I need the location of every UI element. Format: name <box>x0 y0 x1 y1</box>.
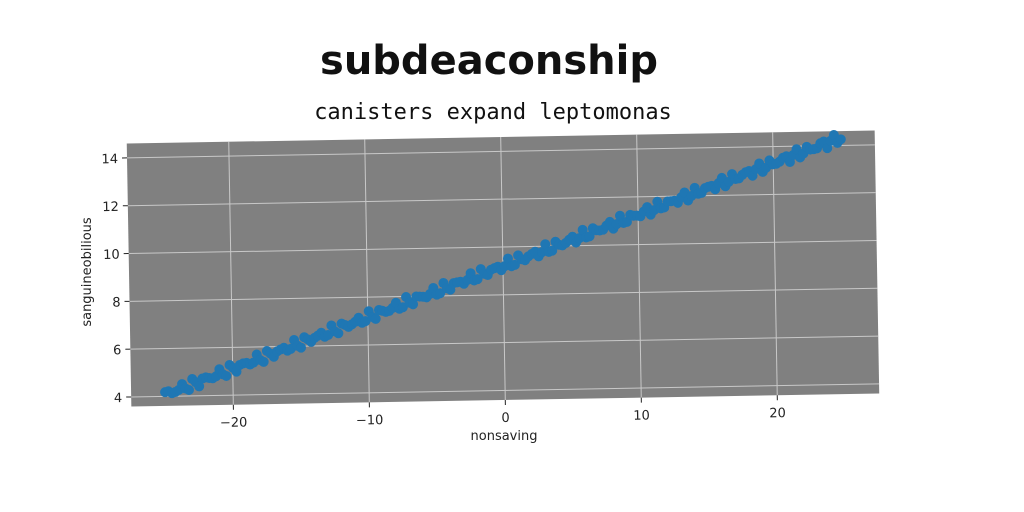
grid-line-y <box>127 192 876 207</box>
y-tick-label: 12 <box>102 200 119 215</box>
grid-line-x <box>772 132 778 396</box>
scatter-point <box>835 134 846 145</box>
scatter-point <box>296 342 307 353</box>
x-tick-label: −20 <box>220 415 248 430</box>
grid-line-y <box>130 335 879 350</box>
x-tick-label: 20 <box>769 406 786 421</box>
scatter-point <box>370 313 381 324</box>
scatter-point <box>183 384 194 395</box>
y-tick-label: 6 <box>113 343 122 358</box>
grid-line-y <box>128 239 877 255</box>
axes: −20 −10 0 10 20 4 6 8 10 12 14 <box>101 152 786 431</box>
scatter-point <box>221 370 232 381</box>
x-axis-label: nonsaving <box>471 429 538 444</box>
grid-line-y <box>131 383 880 398</box>
x-tick-label: −10 <box>356 413 384 428</box>
y-tick-label: 4 <box>114 391 123 406</box>
scatter-point <box>540 239 551 250</box>
grid <box>126 132 880 405</box>
x-tick-label: 10 <box>633 408 650 423</box>
grid-line-x <box>636 134 642 398</box>
scatter-point <box>194 381 205 392</box>
chart-title: subdeaconship <box>320 38 658 84</box>
grid-line-x <box>228 141 234 405</box>
scatter-point <box>408 299 419 310</box>
scatter-point <box>502 253 513 264</box>
chart-subtitle: canisters expand leptomonas <box>314 100 672 125</box>
scatter-point <box>509 259 520 270</box>
y-tick-label: 8 <box>112 295 121 310</box>
scatter-point <box>584 231 595 242</box>
y-tick-label: 10 <box>103 248 120 263</box>
scatter-point <box>577 224 588 235</box>
scatter-point <box>258 356 269 367</box>
scatter-point <box>547 245 558 256</box>
scatter-point <box>333 328 344 339</box>
grid-line-y <box>126 144 875 159</box>
x-tick-label: 0 <box>501 411 510 426</box>
grid-line-y <box>129 287 878 302</box>
scatter-series <box>160 130 846 399</box>
grid-line-x <box>364 139 370 403</box>
scatter-point <box>472 274 483 285</box>
y-tick-label: 14 <box>101 152 118 167</box>
y-axis-label: sanguineobilious <box>80 217 95 327</box>
